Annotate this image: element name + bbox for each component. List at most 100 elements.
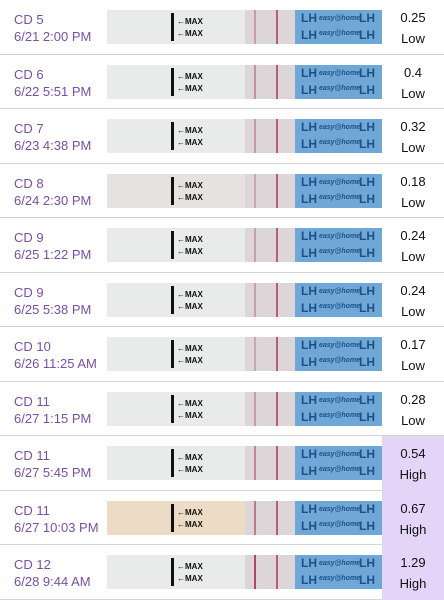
test-row[interactable]: CD 9 6/25 1:22 PM ←MAX ←MAX LH LH easy@home eas… (0, 218, 444, 273)
lh-label: LH (301, 573, 317, 587)
cycle-day: CD 5 (14, 12, 44, 27)
max-label: ←MAX (177, 574, 203, 583)
max-label: ←MAX (177, 398, 203, 408)
lh-value: 0.32 (400, 119, 426, 134)
control-line (276, 337, 278, 371)
strip-bar (171, 503, 174, 532)
brand-label: easy@home (319, 396, 361, 404)
test-strip: ←MAX ←MAX LH LH easy@home easy@home LH LH (107, 555, 382, 589)
test-row[interactable]: CD 9 6/25 5:38 PM ←MAX ←MAX LH LH easy@home eas… (0, 273, 444, 327)
max-label: ←MAX (177, 71, 203, 81)
test-row[interactable]: CD 11 6/27 5:45 PM ←MAX ←MAX LH LH easy@home ea… (0, 436, 444, 491)
strip-bar (171, 67, 174, 96)
max-label: ←MAX (177, 289, 203, 299)
test-time: 6/27 10:03 PM (14, 519, 99, 535)
brand-area: LH LH easy@home easy@home LH LH (295, 173, 382, 208)
lh-result: Low (401, 358, 425, 373)
lh-label: LH (301, 338, 317, 352)
test-time: 6/22 5:51 PM (14, 83, 92, 99)
result-window (245, 10, 295, 44)
brand-label: easy@home (319, 505, 361, 513)
lh-label: LH (301, 174, 317, 189)
test-strip: ←MAX ←MAX LH LH easy@home easy@home LH LH (107, 10, 382, 44)
test-row[interactable]: CD 6 6/22 5:51 PM ←MAX ←MAX LH LH easy@home eas… (0, 55, 444, 109)
result-cell: 0.54 High (382, 436, 444, 491)
strip-bar (171, 449, 174, 477)
brand-label: easy@home (319, 302, 361, 310)
lh-value: 0.4 (403, 64, 423, 80)
max-label: ←MAX (177, 138, 203, 147)
lh-label: LH (301, 300, 317, 315)
test-time: 6/21 2:00 PM (14, 29, 92, 44)
test-row[interactable]: CD 7 6/23 4:38 PM ←MAX ←MAX LH LH easy@home eas… (0, 109, 444, 164)
lh-result: Low (401, 31, 425, 46)
test-strip: ←MAX ←MAX LH LH easy@home easy@home LH LH (107, 337, 382, 371)
lh-label: LH (301, 137, 317, 151)
lh-label: LH (359, 229, 375, 243)
test-time: 6/24 2:30 PM (14, 192, 92, 208)
test-row[interactable]: CD 8 6/24 2:30 PM ←MAX ←MAX LH LH easy@home eas… (0, 164, 444, 218)
brand-label: easy@home (319, 30, 361, 37)
lh-label: LH (359, 573, 375, 587)
test-line (254, 10, 256, 44)
test-time: 6/26 11:25 AM (14, 356, 97, 371)
test-line (254, 391, 256, 426)
brand-label: easy@home (319, 84, 361, 92)
cycle-day: CD 11 (14, 448, 50, 463)
result-window (245, 391, 295, 426)
brand-label: easy@home (319, 451, 361, 458)
result-cell: 0.25 Low (382, 0, 444, 55)
test-strip: ←MAX ←MAX LH LH easy@home easy@home LH LH (107, 119, 382, 153)
lh-result: Low (401, 249, 425, 264)
test-line (254, 119, 256, 153)
lh-label: LH (359, 174, 375, 189)
cycle-day: CD 10 (14, 339, 51, 354)
lh-label: LH (359, 283, 375, 298)
result-cell: 0.17 Low (382, 327, 444, 382)
test-row[interactable]: CD 5 6/21 2:00 PM ←MAX ←MAX LH LH easy@home eas… (0, 0, 444, 55)
max-label: ←MAX (177, 17, 203, 26)
test-row[interactable]: CD 12 6/28 9:44 AM ←MAX ←MAX LH LH easy@home ea… (0, 545, 444, 600)
lh-label: LH (359, 392, 375, 407)
test-row[interactable]: CD 10 6/26 11:25 AM ←MAX ←MAX LH LH easy@home e… (0, 327, 444, 382)
brand-label: easy@home (319, 520, 361, 528)
test-row[interactable]: CD 11 6/27 1:15 PM ←MAX ←MAX LH LH easy@home ea… (0, 382, 444, 436)
cycle-day: CD 11 (14, 393, 50, 409)
brand-area: LH LH easy@home easy@home LH LH (295, 446, 382, 480)
max-label: ←MAX (177, 192, 203, 202)
brand-area: LH LH easy@home easy@home LH LH (295, 555, 382, 589)
lh-label: LH (359, 82, 375, 97)
brand-area: LH LH easy@home easy@home LH LH (295, 10, 382, 44)
control-line (276, 173, 278, 208)
max-label: ←MAX (177, 356, 203, 365)
control-line (276, 500, 278, 535)
test-row[interactable]: CD 11 6/27 10:03 PM ←MAX ←MAX LH LH easy@home e… (0, 490, 444, 545)
lh-label: LH (301, 82, 317, 97)
result-cell: 0.32 Low (382, 109, 444, 164)
lh-value: 0.54 (400, 446, 426, 461)
lh-label: LH (359, 246, 375, 260)
lh-label: LH (301, 355, 317, 369)
lh-result: Low (401, 412, 425, 428)
max-label: ←MAX (177, 465, 203, 474)
test-time: 6/28 9:44 AM (14, 574, 91, 589)
result-window (245, 282, 295, 317)
lh-value: 0.17 (400, 337, 426, 352)
test-strip: ←MAX ←MAX LH LH easy@home easy@home LH LH (107, 173, 382, 208)
lh-label: LH (301, 229, 317, 243)
test-time: 6/27 1:15 PM (14, 410, 92, 426)
control-line (276, 10, 278, 44)
test-strip: ←MAX ←MAX LH LH easy@home easy@home LH LH (107, 282, 382, 317)
control-line (276, 282, 278, 317)
brand-area: LH LH easy@home easy@home LH LH (295, 119, 382, 153)
test-line (254, 228, 256, 262)
test-line (254, 446, 256, 480)
max-label: ←MAX (177, 247, 203, 256)
max-label: ←MAX (177, 235, 203, 244)
lh-label: LH (301, 191, 317, 206)
strip-bar (171, 394, 174, 423)
result-window (245, 228, 295, 262)
brand-label: easy@home (319, 69, 361, 77)
lh-value: 0.18 (400, 173, 426, 189)
